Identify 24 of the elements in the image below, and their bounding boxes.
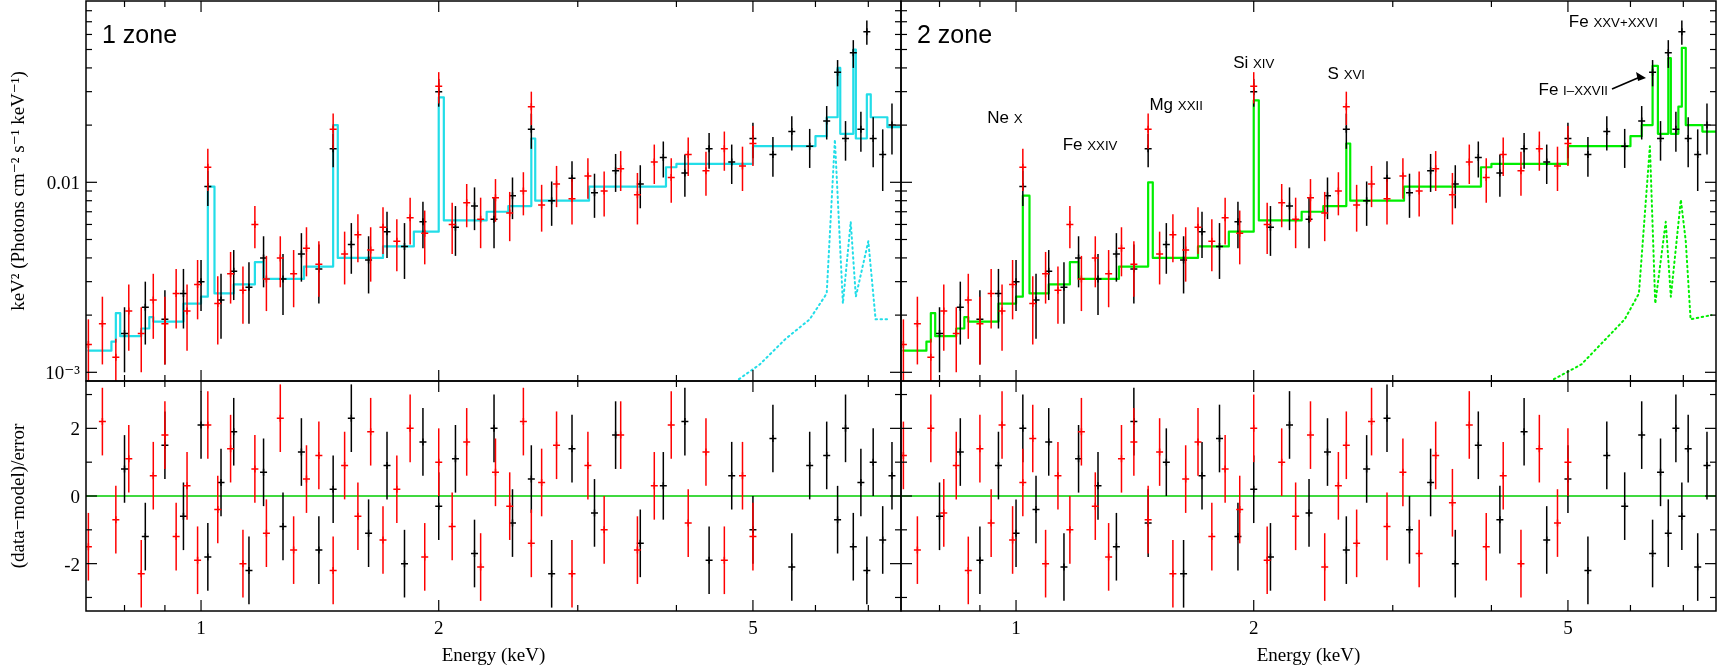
x-tick-label: 5 [1563,617,1573,638]
annotation: Ne X [987,108,1023,128]
text: 1 zone [102,20,178,48]
y-axis-title: keV² (Photons cm⁻² s⁻¹ keV⁻¹) [7,71,29,311]
x-tick-label: 5 [748,617,758,638]
annotation: Mg XXII [1149,95,1203,115]
x-tick-label: 2 [433,617,444,638]
y-tick-label: 0.01 [46,172,80,194]
y-tick-label: -2 [64,553,80,575]
y-tick-label: 0 [70,486,80,507]
x-axis-title: Energy (keV) [1256,644,1361,666]
y-tick-label: 10⁻³ [45,362,81,384]
annotation: S XVI [1327,63,1366,83]
annotation: Fe XXV+XXVI [1568,11,1658,31]
annotation: Fe I–XXVII [1538,79,1609,99]
y-tick-label: 2 [70,418,80,440]
x-axis-title: Energy (keV) [441,644,546,666]
text: 2 zone [917,20,993,48]
x-tick-label: 1 [1011,617,1021,638]
x-tick-label: 2 [1248,617,1259,638]
annotation: Fe XXIV [1062,134,1118,154]
annotation: Si XIV [1233,53,1275,73]
x-tick-label: 1 [196,617,206,638]
y-axis-title: (data−model)/error [7,422,29,569]
